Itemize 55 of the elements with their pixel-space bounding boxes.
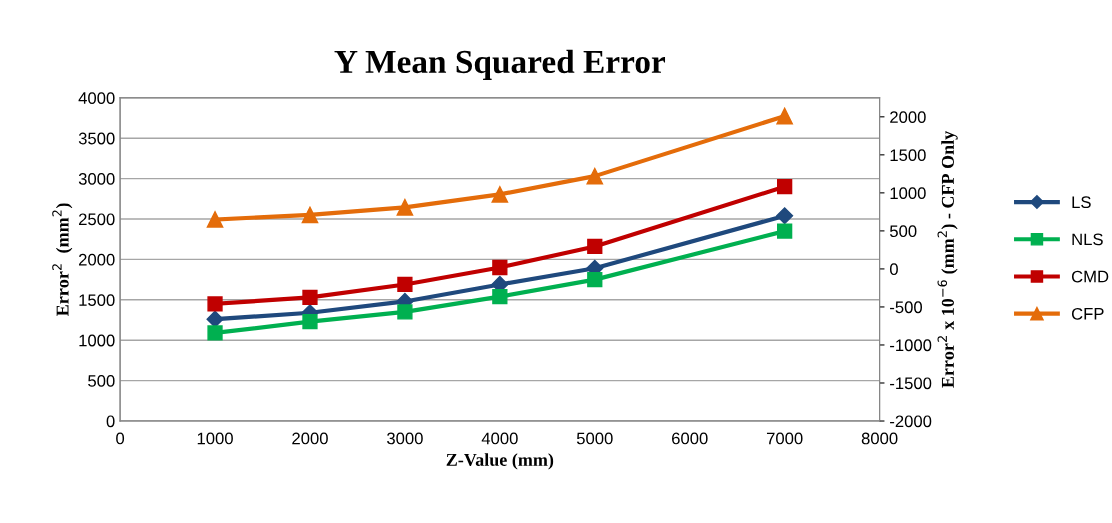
x-axis-title: Z-Value (mm) [446, 453, 554, 470]
x-tick-label: 1000 [197, 432, 233, 445]
y-tick-label: 2000 [79, 253, 115, 266]
point [587, 238, 603, 255]
y-tick-label: 0 [106, 415, 115, 428]
point [207, 296, 223, 312]
legend-label: CMD [1071, 270, 1109, 283]
point [302, 313, 318, 330]
point [777, 223, 793, 239]
y2-tick-label: 2000 [890, 111, 926, 124]
y-tick-label: 4000 [78, 92, 115, 104]
point [776, 207, 794, 225]
point [206, 211, 224, 228]
y2-tick-label: -1500 [890, 377, 932, 390]
point [776, 107, 793, 125]
y-tick-label: 3500 [78, 132, 115, 145]
y-axis-title: Error$^{2}$ (mm$^{2}$) [52, 203, 73, 316]
y2-tick-label: -1000 [890, 339, 932, 352]
y-tick-label: 1000 [79, 334, 115, 347]
y-tick-label: 500 [88, 375, 115, 387]
point [301, 206, 319, 224]
y2-tick-label: 0 [889, 263, 898, 276]
y-tick-label: 1500 [79, 294, 115, 307]
point [396, 198, 414, 216]
point [491, 186, 509, 203]
chart-title: Y Mean Squared Error [334, 49, 666, 80]
point [397, 304, 413, 320]
x-tick-label: 2000 [292, 432, 328, 445]
x-tick-label: 8000 [861, 432, 898, 445]
point [206, 310, 224, 328]
point [302, 289, 318, 306]
y2-tick-label: 1000 [890, 187, 926, 200]
point [492, 288, 508, 305]
point [586, 167, 604, 185]
y-tick-label: 2500 [79, 213, 115, 226]
x-tick-label: 5000 [576, 432, 613, 445]
x-tick-label: 7000 [766, 432, 803, 445]
y2-axis-title: Error$^{2}$ x 10$^{−6}$ (mm$^{2}$) - CFP Only [937, 130, 958, 388]
legend-label: LS [1072, 196, 1091, 209]
x-tick-label: 0 [116, 432, 125, 445]
point [777, 179, 793, 195]
y2-tick-label: -2000 [890, 415, 932, 428]
x-tick-label: 4000 [481, 432, 518, 445]
y2-tick-label: -500 [890, 301, 923, 314]
point [492, 259, 508, 276]
y2-tick-label: 1500 [890, 149, 926, 162]
point [207, 325, 223, 341]
x-tick-label: 6000 [672, 432, 708, 445]
x-tick-label: 3000 [387, 432, 423, 445]
legend-label: CFP [1071, 307, 1104, 320]
point [587, 271, 603, 288]
y-tick-label: 3000 [78, 173, 115, 185]
legend-label: NLS [1072, 233, 1103, 246]
y2-tick-label: 500 [889, 225, 917, 238]
point [397, 276, 413, 293]
